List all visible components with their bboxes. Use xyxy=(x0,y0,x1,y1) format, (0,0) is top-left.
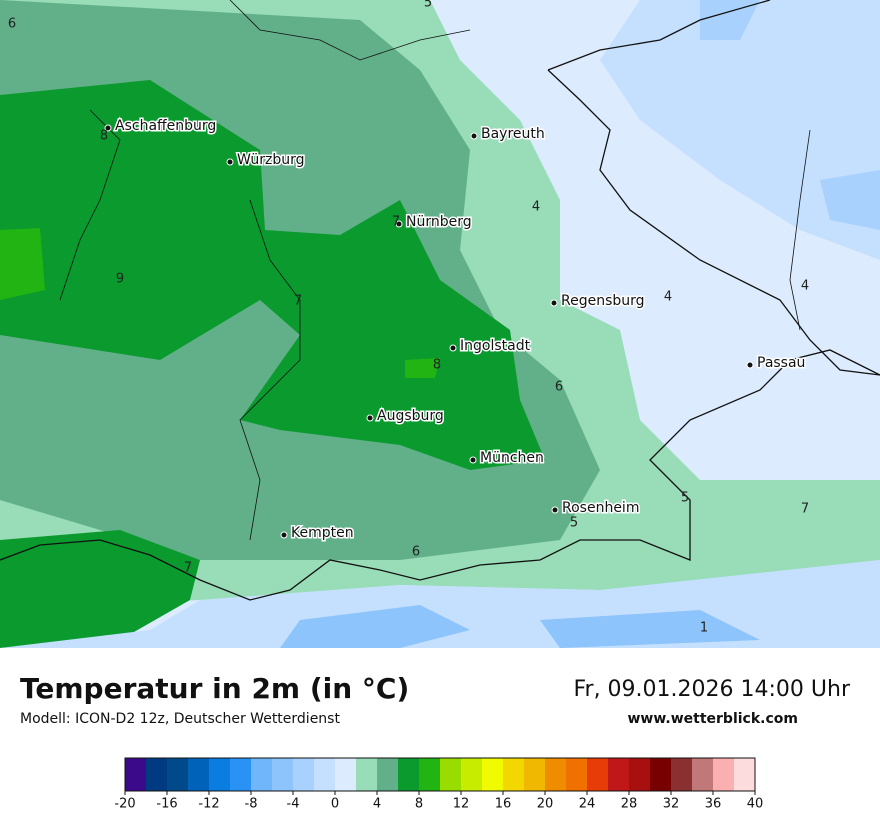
colorbar-segment xyxy=(482,758,504,791)
contour-label: 9 xyxy=(116,272,124,287)
colorbar-tick-label: 32 xyxy=(663,797,680,812)
colorbar-segment xyxy=(335,758,357,791)
city-label: Aschaffenburg xyxy=(115,118,216,134)
contour-label: 5 xyxy=(681,491,689,506)
colorbar-segment xyxy=(629,758,651,791)
colorbar-segment xyxy=(398,758,420,791)
city-label: Passau xyxy=(757,355,805,371)
colorbar-segment xyxy=(188,758,210,791)
colorbar-segment xyxy=(419,758,441,791)
city-label: München xyxy=(480,450,544,466)
colorbar-tick-label: -20 xyxy=(114,797,135,812)
city-dot xyxy=(395,220,403,228)
colorbar-segment xyxy=(209,758,231,791)
colorbar-segment xyxy=(461,758,483,791)
contour-label: 7 xyxy=(184,561,192,576)
contour-label: 7 xyxy=(392,215,400,230)
datetime: Fr, 09.01.2026 14:00 Uhr xyxy=(573,677,850,702)
colorbar-segment xyxy=(524,758,546,791)
map: Aschaffenburg Würzburg Bayreuth Nürnberg Reg… xyxy=(0,0,880,648)
colorbar-tick-label: 20 xyxy=(537,797,554,812)
warmest-area xyxy=(0,530,200,648)
city-dot xyxy=(551,506,559,514)
title: Temperatur in 2m (in °C) xyxy=(20,672,409,705)
contour-label: 5 xyxy=(424,0,432,11)
colorbar-tick-label: -8 xyxy=(245,797,258,812)
colorbar-tick-label: 0 xyxy=(331,797,339,812)
colorbar-segment xyxy=(146,758,168,791)
colorbar-segment xyxy=(377,758,399,791)
contour-label: 6 xyxy=(555,380,563,395)
cool-area xyxy=(600,0,880,260)
city-dot xyxy=(470,132,478,140)
colorbar-segment xyxy=(293,758,315,791)
city-label: Augsburg xyxy=(377,408,444,424)
city-label: Würzburg xyxy=(237,152,304,168)
cool-area xyxy=(700,0,880,230)
colorbar-frame xyxy=(124,757,756,792)
contour-label: 8 xyxy=(100,129,108,144)
city-label: Bayreuth xyxy=(481,126,545,142)
colorbar-segment xyxy=(230,758,252,791)
colorbar-segment xyxy=(356,758,378,791)
colorbar-tick-label: 4 xyxy=(373,797,381,812)
colorbar-tick-label: -4 xyxy=(287,797,300,812)
city-dot xyxy=(366,414,374,422)
colorbar-segment xyxy=(272,758,294,791)
city-dot xyxy=(469,456,477,464)
colorbar-segment xyxy=(251,758,273,791)
city-label: Nürnberg xyxy=(406,214,472,230)
city-label: Ingolstadt xyxy=(460,338,531,354)
colorbar-tick-label: 24 xyxy=(579,797,596,812)
colorbar-segment xyxy=(608,758,630,791)
model: Modell: ICON-D2 12z, Deutscher Wetterdie… xyxy=(20,711,340,727)
contour-label: 6 xyxy=(412,545,420,560)
colorbar-segment xyxy=(440,758,462,791)
contour-label: 5 xyxy=(570,516,578,531)
contour-label: 4 xyxy=(664,290,672,305)
footer: Temperatur in 2m (in °C) Modell: ICON-D2… xyxy=(20,672,851,812)
city-dot xyxy=(449,344,457,352)
colorbar-segment xyxy=(713,758,735,791)
colorbar-tick-label: 12 xyxy=(453,797,470,812)
colorbar-segment xyxy=(692,758,714,791)
website: www.wetterblick.com xyxy=(628,711,799,727)
city-label: Rosenheim xyxy=(562,500,639,516)
contour-label: 7 xyxy=(294,294,302,309)
colorbar-tick-label: -16 xyxy=(156,797,177,812)
city-dot xyxy=(104,124,112,132)
contour-label: 8 xyxy=(433,358,441,373)
contour-label: 4 xyxy=(801,279,809,294)
colorbar-segment xyxy=(125,758,147,791)
colorbar-segment xyxy=(587,758,609,791)
colorbar-tick-label: 40 xyxy=(747,797,764,812)
contour-label: 7 xyxy=(801,502,809,517)
colorbar-tick-label: -12 xyxy=(198,797,219,812)
city-label: Kempten xyxy=(291,525,354,541)
colorbar-segment xyxy=(734,758,756,791)
contour-label: 1 xyxy=(700,621,708,636)
city-dot xyxy=(280,531,288,539)
contour-label: 6 xyxy=(8,17,16,32)
colorbar-segment xyxy=(650,758,672,791)
colorbar-segment xyxy=(503,758,525,791)
alpine-cold xyxy=(280,605,760,648)
colorbar-segment xyxy=(566,758,588,791)
colorbar-segment xyxy=(545,758,567,791)
city-dot xyxy=(746,361,754,369)
city-dot xyxy=(550,299,558,307)
colorbar-segment xyxy=(314,758,336,791)
colorbar-tick-label: 28 xyxy=(621,797,638,812)
colorbar-segment xyxy=(671,758,693,791)
colorbar-tick-label: 36 xyxy=(705,797,722,812)
contour-label: 4 xyxy=(532,200,540,215)
colorbar-tick-label: 16 xyxy=(495,797,512,812)
city-label: Regensburg xyxy=(561,293,645,309)
colorbar-segment xyxy=(167,758,189,791)
city-dot xyxy=(226,158,234,166)
colorbar-tick-label: 8 xyxy=(415,797,423,812)
